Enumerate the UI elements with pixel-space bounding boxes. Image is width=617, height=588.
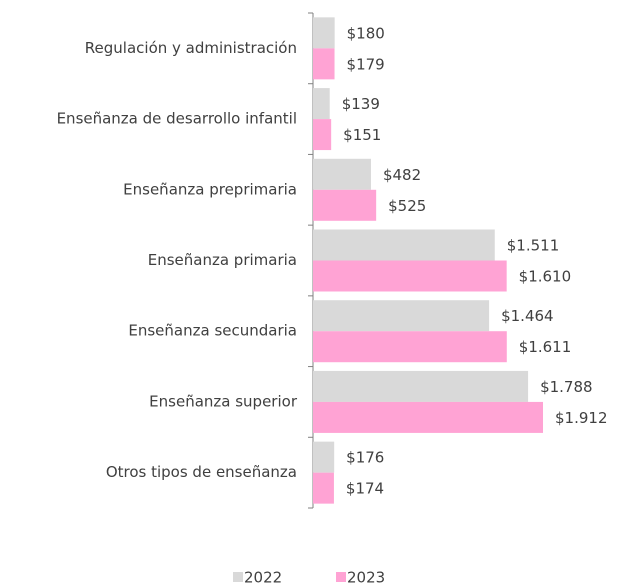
value-label: $525 — [388, 197, 426, 215]
bar — [313, 17, 335, 49]
bar — [313, 401, 543, 433]
value-label: $176 — [346, 449, 384, 467]
bar — [313, 331, 507, 363]
bar — [313, 119, 332, 151]
legend-label: 2022 — [244, 569, 282, 587]
legend-label: 2023 — [347, 569, 385, 587]
bar — [313, 260, 507, 292]
category-label: Otros tipos de enseñanza — [106, 463, 297, 481]
bar — [313, 441, 335, 473]
category-label: Enseñanza preprimaria — [123, 180, 297, 198]
value-label: $139 — [342, 95, 380, 113]
value-label: $1.788 — [540, 378, 593, 396]
value-label: $482 — [383, 166, 421, 184]
bar — [313, 370, 529, 402]
value-label: $1.511 — [507, 237, 560, 255]
value-label: $1.464 — [501, 307, 553, 325]
bar — [313, 48, 335, 80]
value-label: $174 — [346, 480, 384, 498]
value-label: $179 — [347, 55, 385, 73]
category-label: Enseñanza de desarrollo infantil — [57, 110, 297, 128]
value-label: $1.611 — [519, 338, 572, 356]
value-label: $1.912 — [555, 409, 608, 427]
bar — [313, 229, 495, 261]
bar — [313, 189, 377, 221]
category-label: Regulación y administración — [85, 39, 297, 57]
value-label: $1.610 — [519, 268, 572, 286]
value-label: $151 — [343, 126, 381, 144]
bar — [313, 300, 490, 332]
category-label: Enseñanza superior — [149, 392, 298, 410]
bar — [313, 88, 330, 120]
value-label: $180 — [347, 24, 385, 42]
bar — [313, 472, 334, 504]
category-label: Enseñanza secundaria — [128, 322, 297, 340]
category-label: Enseñanza primaria — [148, 251, 297, 269]
legend-swatch — [233, 572, 243, 582]
bar — [313, 158, 371, 190]
legend-swatch — [336, 572, 346, 582]
